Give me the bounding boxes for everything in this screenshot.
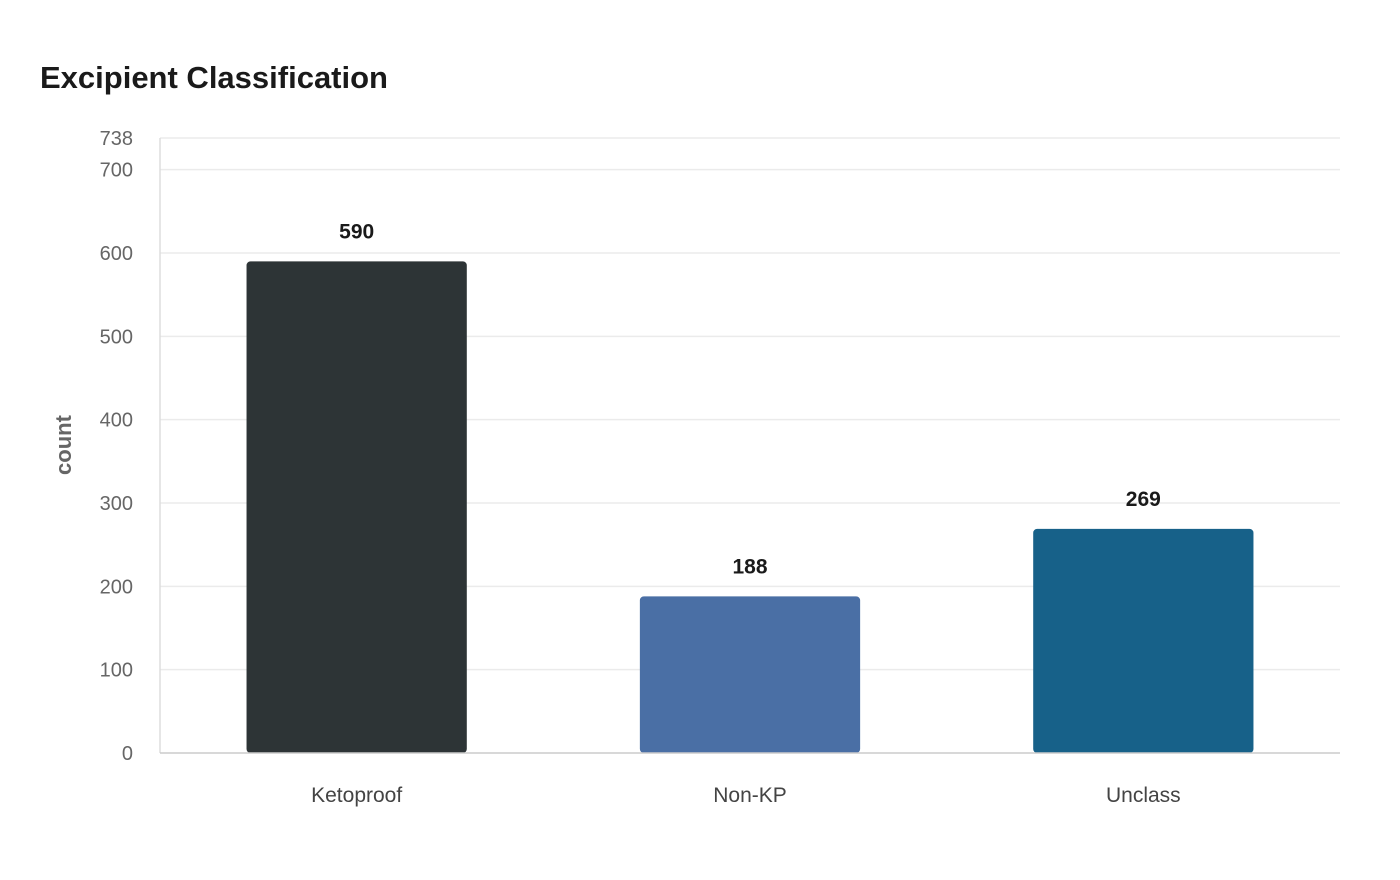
y-tick-label: 200 [100,576,133,598]
bar [1033,528,1254,753]
x-tick-label: Unclass [1106,784,1181,807]
y-tick-label: 500 [100,326,133,348]
y-tick-label: 700 [100,160,133,182]
x-tick-label: Ketoproof [311,784,402,807]
x-tick-label: Non-KP [713,784,787,807]
y-axis-title: count [51,414,76,475]
y-tick-label: 400 [100,410,133,432]
y-tick-label: 100 [100,660,133,682]
y-tick-label: 738 [100,128,133,150]
bar-value-label: 269 [1126,488,1161,511]
bar-value-label: 188 [732,555,767,578]
x-axis-labels: Ketoproof Non-KP Unclass [311,784,1181,807]
bar [246,261,467,753]
bars: 590 188 269 [246,220,1254,753]
y-tick-label: 600 [100,243,133,265]
bar [639,596,861,753]
y-axis-ticks: 0 100 200 300 400 500 600 700 738 [100,128,133,765]
chart-title: Excipient Classification [40,60,388,95]
bar-value-label: 590 [339,220,374,243]
y-tick-label: 0 [122,743,133,765]
y-tick-label: 300 [100,493,133,515]
